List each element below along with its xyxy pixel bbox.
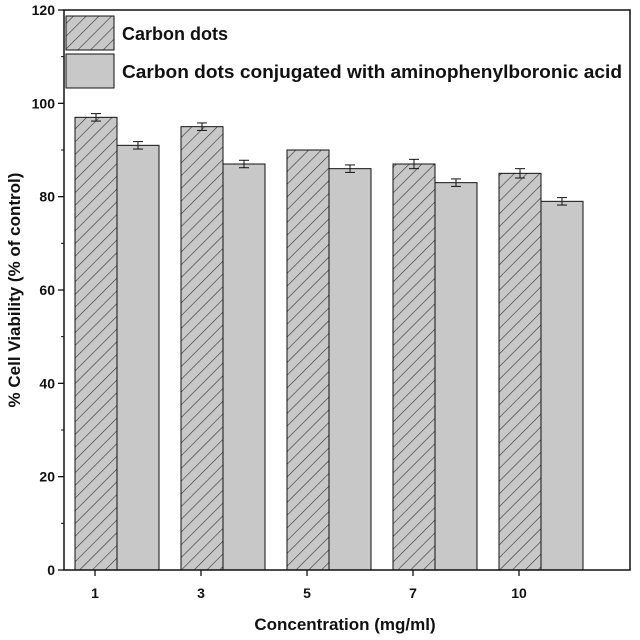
legend-label-conjugated: Carbon dots conjugated with aminophenylb… xyxy=(122,62,622,82)
bar-carbon-dots-10 xyxy=(498,172,542,571)
y-tick-label: 80 xyxy=(39,189,55,205)
bar-carbon-dots-7 xyxy=(392,163,436,571)
bar-conjugated-7 xyxy=(434,182,478,571)
bar-carbon-dots-3 xyxy=(180,126,224,571)
x-axis: 1 3 5 7 10 xyxy=(91,570,527,601)
bar-conjugated-5 xyxy=(328,168,372,571)
legend-swatch-conjugated xyxy=(65,53,115,89)
x-axis-title: Concentration (mg/ml) xyxy=(254,615,435,634)
y-axis-title: % Cell Viability (% of control) xyxy=(5,173,24,408)
bar-conjugated-10 xyxy=(540,200,584,571)
bar-conjugated-3 xyxy=(222,163,266,571)
bars-layer xyxy=(74,116,584,571)
x-tick-label-3: 3 xyxy=(197,585,205,601)
error-bars-layer xyxy=(91,113,567,206)
y-tick-label: 100 xyxy=(32,95,56,111)
bar-carbon-dots-1 xyxy=(74,116,118,571)
y-tick-label: 40 xyxy=(39,375,55,391)
bar-carbon-dots-5 xyxy=(286,149,330,571)
y-tick-label: 20 xyxy=(39,469,55,485)
x-tick-label-10: 10 xyxy=(511,585,527,601)
bar-conjugated-1 xyxy=(116,144,160,571)
legend-label-carbon-dots: Carbon dots xyxy=(122,24,228,44)
legend: Carbon dots Carbon dots conjugated with … xyxy=(65,15,622,89)
y-tick-label: 0 xyxy=(47,562,55,578)
x-tick-label-5: 5 xyxy=(303,585,311,601)
y-axis: 0 20 40 60 80 100 120 xyxy=(32,2,64,578)
x-tick-label-7: 7 xyxy=(409,585,417,601)
y-tick-label: 60 xyxy=(39,282,55,298)
y-tick-label: 120 xyxy=(32,2,56,18)
legend-swatch-carbon-dots xyxy=(65,15,115,51)
x-tick-label-1: 1 xyxy=(91,585,99,601)
